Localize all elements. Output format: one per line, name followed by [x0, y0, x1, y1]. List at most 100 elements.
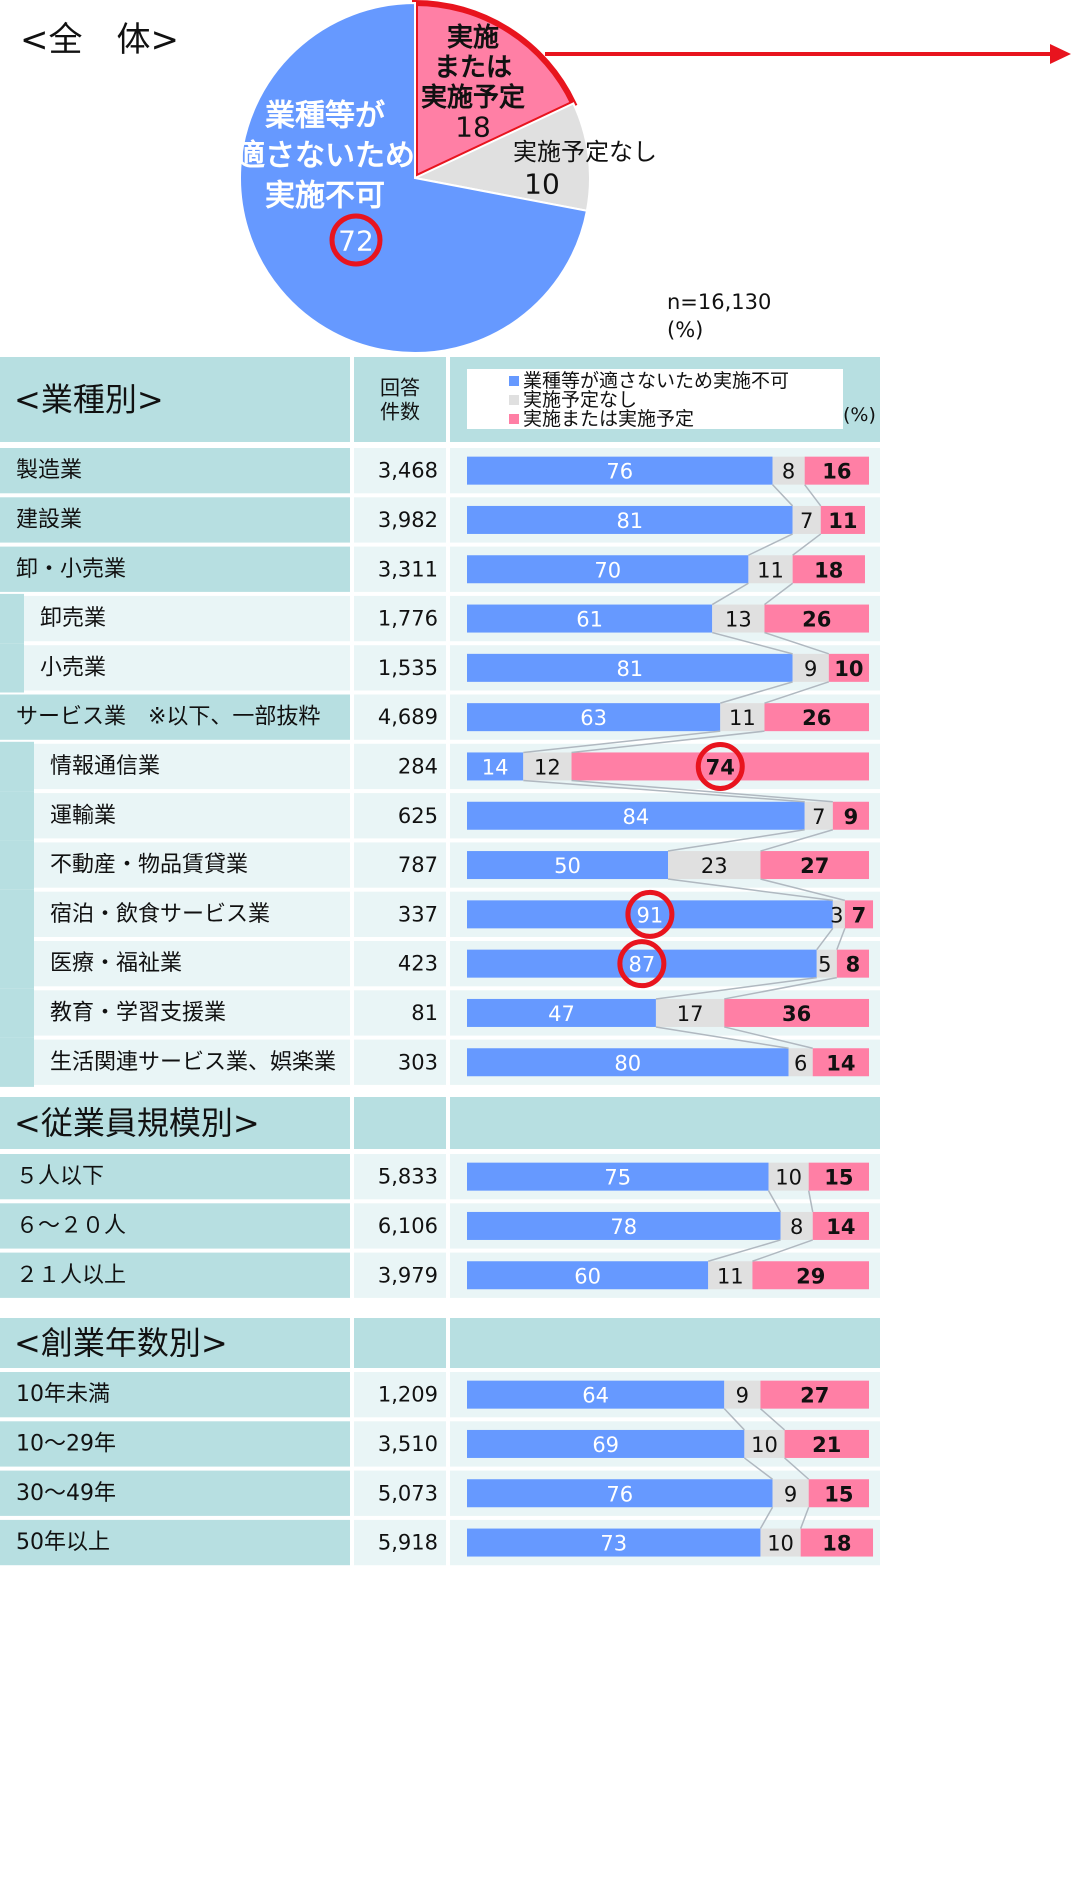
connector-line: [836, 928, 846, 950]
count-header: 回答: [380, 376, 420, 400]
row-count: 1,776: [378, 607, 438, 631]
bar-value-label: 63: [580, 706, 607, 730]
bar-segment: [655, 998, 725, 1027]
pie-label-pink: 実施予定: [421, 82, 525, 113]
bar-value-label: 10: [751, 1433, 778, 1457]
bar-segment: [467, 653, 793, 682]
bar-value-label: 76: [606, 1482, 633, 1506]
bar-segment: [467, 456, 773, 485]
bar-value-label: 27: [800, 854, 829, 878]
bar-value-label: 9: [784, 1482, 797, 1506]
section-header-cell: [354, 357, 446, 442]
row-label: 50年以上: [16, 1530, 110, 1555]
row-count-cell: [354, 891, 446, 937]
bar-value-label: 81: [616, 509, 643, 533]
bar-value-label: 87: [629, 953, 656, 977]
row-count: 4,689: [378, 705, 438, 729]
bar-value-label: 12: [534, 755, 561, 779]
row-label: 卸売業: [40, 606, 106, 631]
legend-box: [467, 369, 843, 429]
bar-segment: [724, 1380, 761, 1409]
bar-segment: [467, 801, 805, 830]
highlight-circle: [329, 213, 383, 267]
connector-line: [760, 829, 834, 852]
bar-value-label: 27: [800, 1384, 829, 1408]
bar-value-label: 8: [846, 953, 861, 977]
row-label: 不動産・物品賃貸業: [50, 853, 248, 878]
bar-segment: [467, 949, 817, 978]
bar-value-label: 47: [548, 1002, 575, 1026]
bar-value-label: 6: [794, 1051, 807, 1075]
row-label: ２１人以上: [16, 1263, 126, 1288]
bar-value-label: 14: [826, 1051, 855, 1075]
pie-value-blue: 72: [338, 225, 374, 258]
indent-band: [0, 840, 34, 890]
bar-segment: [792, 505, 821, 534]
row-count: 3,982: [378, 508, 438, 532]
row-label-cell: [24, 645, 350, 691]
connector-line: [767, 1190, 782, 1213]
bar-value-label: 84: [622, 805, 649, 829]
row-label-cell: [34, 793, 350, 839]
bar-value-label: 7: [800, 509, 813, 533]
bar-segment: [467, 1429, 745, 1458]
highlight-circle: [625, 889, 675, 939]
bar-segment: [467, 1211, 781, 1240]
connector-line: [799, 1506, 810, 1529]
bar-segment: [752, 1261, 869, 1290]
bar-value-label: 81: [616, 657, 643, 681]
row-label: ５人以下: [16, 1164, 104, 1189]
row-count-cell: [354, 497, 446, 543]
connector-line: [724, 1026, 813, 1049]
row-count: 303: [398, 1050, 438, 1074]
row-count: 787: [398, 853, 438, 877]
row-count: 337: [398, 902, 438, 926]
row-count-cell: [354, 1252, 446, 1298]
row-label: 小売業: [40, 655, 106, 680]
bar-segment: [467, 1528, 761, 1557]
bar-segment: [804, 801, 833, 830]
row-label-cell: [0, 1252, 350, 1298]
connector-line: [752, 1239, 813, 1262]
connector-line: [760, 878, 846, 902]
bar-segment: [467, 1261, 709, 1290]
row-count-cell: [354, 1421, 446, 1467]
connector-line: [571, 779, 833, 803]
connector-line: [816, 927, 834, 951]
arrow-head-icon: [1050, 44, 1071, 64]
indent-band: [0, 1037, 34, 1087]
row-label: 生活関連サービス業、娯楽業: [50, 1050, 336, 1075]
bar-segment: [768, 1162, 809, 1191]
bar-segment: [812, 1048, 869, 1077]
bar-value-label: 18: [822, 1532, 851, 1556]
bar-segment: [724, 998, 869, 1027]
row-count-cell: [354, 1519, 446, 1566]
connector-line: [792, 533, 822, 556]
bar-segment: [712, 604, 765, 633]
bar-segment: [800, 1528, 874, 1557]
connector-line: [723, 1408, 745, 1431]
indent-band: [0, 939, 34, 989]
bar-value-label: 3: [830, 903, 843, 927]
bar-segment: [788, 1048, 813, 1077]
row-label-cell: [0, 1519, 350, 1566]
pie-label-pink-group: 実施または実施予定: [421, 22, 525, 113]
bar-segment: [792, 555, 865, 584]
connector-line: [711, 582, 749, 606]
row-count-cell: [354, 842, 446, 888]
bar-segment: [836, 949, 869, 978]
legend-unit: (%): [843, 404, 876, 426]
bar-segment: [467, 1048, 789, 1077]
indent-band: [0, 988, 34, 1038]
row-count-cell: [354, 694, 446, 740]
connector-line: [743, 1457, 773, 1480]
row-label: サービス業 ※以下、一部抜粋: [16, 705, 320, 730]
bar-value-label: 9: [804, 657, 817, 681]
indent-band: [0, 889, 34, 939]
connector-line: [764, 681, 830, 704]
row-count-cell: [354, 1154, 446, 1200]
bar-segment: [812, 1211, 869, 1240]
bar-value-label: 61: [576, 608, 603, 632]
row-count-cell: [354, 743, 446, 790]
row-count-cell: [354, 1372, 446, 1418]
